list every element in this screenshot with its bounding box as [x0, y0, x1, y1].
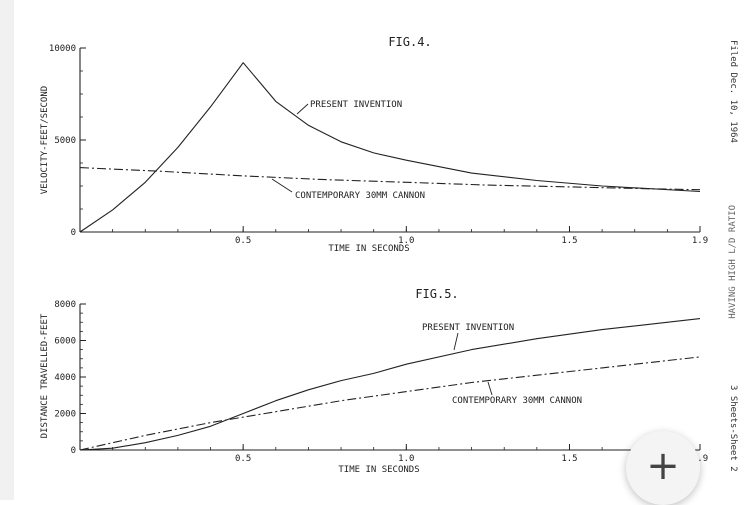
- fig5-y-tick-label: 6000: [54, 337, 76, 347]
- fig4-label-contemporary: CONTEMPORARY 30MM CANNON: [295, 191, 425, 201]
- fig4-ylabel: VELOCITY-FEET/SECOND: [40, 86, 50, 194]
- fig5-lines: [79, 318, 701, 451]
- fig5-x-tick-label: 1.0: [398, 454, 414, 464]
- fig5-leader-present-invention: [453, 332, 459, 351]
- fig5-ticks: 0.5 1.0 1.5 1.9 0 2000 4000 6000 8000: [54, 300, 708, 464]
- fig5-ylabel: DISTANCE TRAVELLED-FEET: [40, 313, 50, 438]
- side-title-fragment: HAVING HIGH L/D RATIO: [728, 205, 738, 319]
- fig4-y-tick-label: 5000: [54, 136, 76, 146]
- fig5-label-contemporary: CONTEMPORARY 30MM CANNON: [452, 396, 582, 406]
- fig5-title: FIG.5.: [415, 287, 458, 301]
- fig4-title: FIG.4.: [388, 35, 431, 49]
- fig4-y-tick-label: 0: [71, 228, 76, 238]
- fig4-label-present-invention: PRESENT INVENTION: [310, 100, 402, 110]
- fig4-x-tick-label: 1.5: [561, 236, 577, 246]
- left-edge-strip: [0, 0, 14, 500]
- fig4-x-tick-label: 1.9: [692, 236, 708, 246]
- plus-icon: +: [646, 443, 680, 489]
- fig5-y-tick-label: 8000: [54, 300, 76, 310]
- fig5-label-present-invention: PRESENT INVENTION: [422, 323, 514, 333]
- fig4-xlabel: TIME IN SECONDS: [328, 244, 409, 254]
- fig5-leader-contemporary: [487, 381, 493, 396]
- fig5-chart: FIG.5. DISTANCE TRAVELLED-FEET TIME IN S…: [40, 287, 708, 475]
- fig4-series-line-contemporary-cannon: [79, 167, 701, 191]
- fig5-x-tick-label: 0.5: [235, 454, 251, 464]
- fig4-series-line-present-invention: [79, 62, 701, 233]
- fig5-y-tick-label: 2000: [54, 410, 76, 420]
- fig4-x-tick-label: 1.0: [398, 236, 414, 246]
- fig4-y-tick-label: 10000: [49, 44, 76, 54]
- fig5-y-tick-label: 0: [71, 446, 76, 456]
- fig4-ticks: 0.5 1.0 1.5 1.9 0 5000 10000: [49, 44, 708, 246]
- fig4-leader-present-invention: [296, 103, 309, 115]
- fig5-series-line-contemporary-cannon: [79, 356, 701, 451]
- fig4-leader-contemporary: [271, 178, 293, 193]
- fig4-lines: [79, 62, 701, 233]
- fig5-x-tick-label: 1.5: [561, 454, 577, 464]
- side-filed-date: Filed Dec. 10, 1964: [728, 40, 738, 143]
- fig5-y-tick-label: 4000: [54, 373, 76, 383]
- fig5-series-line-present-invention: [79, 318, 701, 451]
- fig5-x-tick-label: 1.9: [692, 454, 708, 464]
- fig5-xlabel: TIME IN SECONDS: [338, 465, 419, 475]
- fig4-x-tick-label: 0.5: [235, 236, 251, 246]
- side-sheet-number: 3 Sheets-Sheet 2: [728, 385, 738, 472]
- fig4-chart: FIG.4. VELOCITY-FEET/SECOND TIME IN SECO…: [40, 35, 708, 254]
- add-button[interactable]: +: [626, 431, 700, 505]
